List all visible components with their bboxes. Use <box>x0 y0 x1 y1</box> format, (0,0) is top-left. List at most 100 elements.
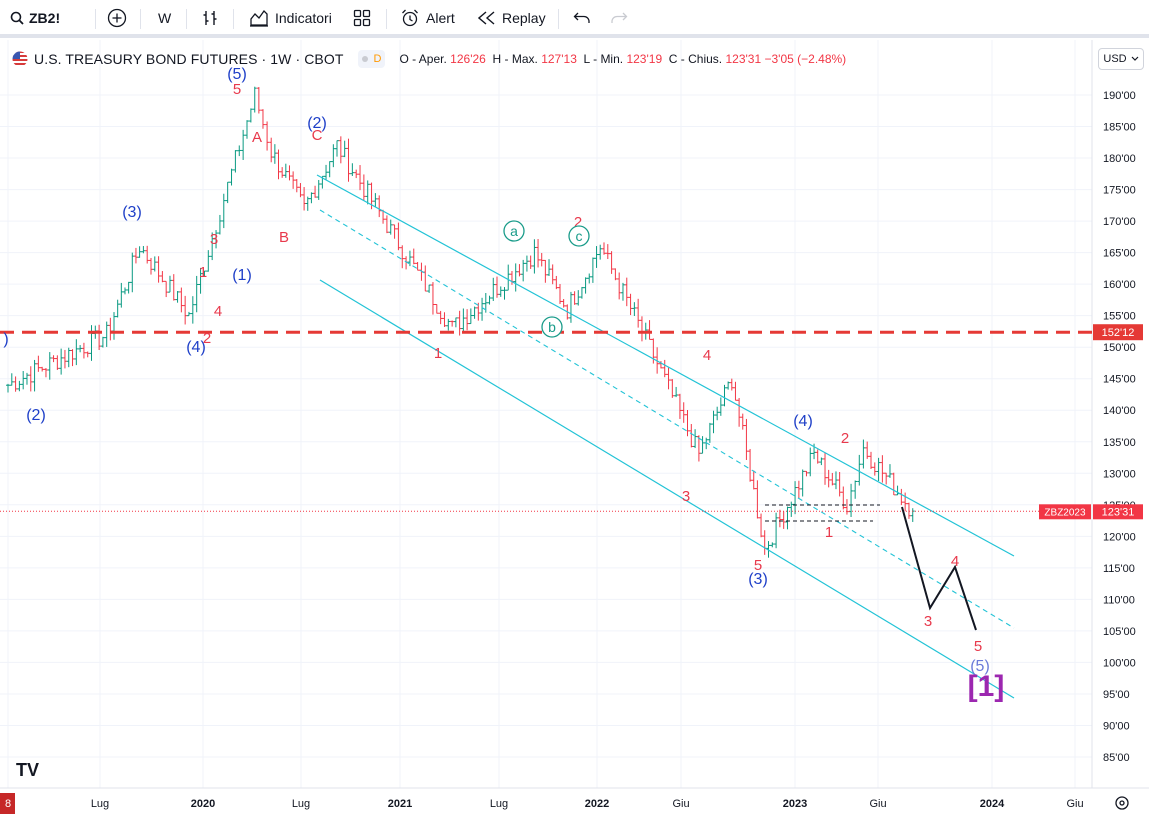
y-tick-label: 85'00 <box>1103 752 1130 764</box>
price-chart[interactable]: 190'00185'00180'00175'00170'00165'00160'… <box>0 40 1149 824</box>
x-tick-label: Giu <box>672 798 689 810</box>
y-tick-label: 190'00 <box>1103 90 1136 102</box>
y-tick-label: 170'00 <box>1103 216 1136 228</box>
wave-label: (2) <box>26 407 46 424</box>
chart-type-button[interactable] <box>202 0 220 36</box>
x-tick-label: 2023 <box>783 798 807 810</box>
x-tick-label: Lug <box>490 798 508 810</box>
settings-gear-icon[interactable] <box>1115 796 1129 810</box>
wave-label: 2 <box>841 430 849 447</box>
wave-label: 5 <box>754 557 762 574</box>
x-tick-label: Lug <box>292 798 310 810</box>
low-label: L - Min. <box>583 52 624 66</box>
interval-button[interactable]: W <box>158 10 172 26</box>
status-dot-icon <box>361 56 368 62</box>
wave-label: 1 <box>199 264 207 281</box>
compare-button[interactable] <box>107 0 127 36</box>
data-status-badge[interactable]: D <box>357 50 386 68</box>
bars-icon <box>203 11 217 25</box>
last-price-label-bg <box>1093 504 1143 520</box>
wave-label: (3) <box>748 571 768 588</box>
last-price-label: 123'31 <box>1102 506 1135 518</box>
undo-icon <box>573 12 590 23</box>
channel-upper-line[interactable] <box>316 174 1015 557</box>
wave-label: (4) <box>793 413 813 430</box>
y-tick-label: 180'00 <box>1103 153 1136 165</box>
y-tick-label: 145'00 <box>1103 374 1136 386</box>
wave-label: (4) <box>186 339 206 356</box>
grid-icon <box>353 9 371 27</box>
channel-lower-line[interactable] <box>319 279 1015 699</box>
wave-label-circle <box>503 220 525 242</box>
wave-label: (5) <box>970 658 990 675</box>
symbol-tag-bg <box>1039 504 1091 520</box>
indicators-icon <box>250 9 268 27</box>
wave-label-circle <box>541 316 563 338</box>
alert-label: Alert <box>426 10 455 26</box>
level-price-label: 152'12 <box>1102 327 1135 339</box>
high-label: H - Max. <box>492 52 538 66</box>
wave-label: 5 <box>233 81 241 98</box>
top-toolbar: ZB2! W Indicatori Alert Replay <box>0 0 1149 38</box>
ohlc-values: O - Aper. 126'26 H - Max. 127'13 L - Min… <box>399 52 846 66</box>
y-tick-label: 150'00 <box>1103 342 1136 354</box>
y-tick-label: 165'00 <box>1103 248 1136 260</box>
open-label: O - Aper. <box>399 52 447 66</box>
x-tick-label: Giu <box>869 798 886 810</box>
y-tick-label: 140'00 <box>1103 405 1136 417</box>
indicators-button[interactable]: Indicatori <box>249 0 332 36</box>
currency-select[interactable]: USD <box>1098 48 1144 70</box>
y-tick-label: 95'00 <box>1103 689 1130 701</box>
y-tick-label: 135'00 <box>1103 437 1136 449</box>
y-tick-label: 115'00 <box>1103 563 1135 575</box>
x-tick-label: Lug <box>91 798 109 810</box>
redo-button[interactable] <box>610 0 628 36</box>
channel-mid-line[interactable] <box>319 209 1015 629</box>
wave-label: a <box>510 223 518 239</box>
y-tick-label: 105'00 <box>1103 626 1136 638</box>
symbol-label: ZB2! <box>29 10 61 26</box>
symbol-tag-label: ZBZ2023 <box>1044 507 1086 518</box>
symbol-search[interactable]: ZB2! <box>10 0 60 36</box>
close-value: 123'31 <box>725 52 762 66</box>
indicators-label: Indicatori <box>275 10 332 26</box>
chevron-down-icon <box>1131 56 1139 61</box>
tradingview-logo: TV <box>16 760 39 780</box>
chart-area[interactable]: 190'00 185'00 180'00 175'00 170'00 165'00 160'… <box>0 40 1149 824</box>
rewind-icon <box>478 11 495 25</box>
y-tick-label: 160'00 <box>1103 279 1136 291</box>
undo-button[interactable] <box>573 0 591 36</box>
wave-label: C <box>312 127 323 144</box>
y-tick-label: 90'00 <box>1103 720 1130 732</box>
x-tick-label: Giu <box>1066 798 1083 810</box>
wave-label: (1) <box>232 267 252 284</box>
x-tick-label: 2024 <box>980 798 1005 810</box>
wave-label: 3 <box>210 231 218 248</box>
replay-label: Replay <box>502 10 546 26</box>
alert-button[interactable]: Alert <box>400 0 455 36</box>
replay-button[interactable]: Replay <box>478 0 546 36</box>
x-tick-label: 2020 <box>191 798 215 810</box>
alarm-clock-icon <box>402 9 418 27</box>
level-price-label-bg <box>1093 324 1143 341</box>
plus-circle-icon <box>107 8 127 28</box>
high-value: 127'13 <box>541 52 577 66</box>
wave-label-degree: [1] <box>968 670 1005 703</box>
crosshair-time-marker <box>0 793 15 814</box>
search-icon <box>10 11 24 25</box>
close-label: C - Chius. <box>668 52 723 66</box>
low-value: 123'19 <box>626 52 663 66</box>
wave-label: 3 <box>682 488 690 505</box>
projection-path[interactable] <box>901 506 977 631</box>
us-flag-icon <box>12 51 28 67</box>
y-tick-label: 130'00 <box>1103 468 1136 480</box>
y-tick-label: 100'00 <box>1103 657 1136 669</box>
redo-icon <box>611 12 628 23</box>
wave-label: B <box>279 229 289 246</box>
wave-label: A <box>252 129 262 146</box>
y-tick-label: 110'00 <box>1103 594 1135 606</box>
layouts-button[interactable] <box>353 0 371 36</box>
wave-label: c <box>576 228 583 244</box>
currency-label: USD <box>1103 53 1127 65</box>
x-tick-label: 2021 <box>388 798 412 810</box>
